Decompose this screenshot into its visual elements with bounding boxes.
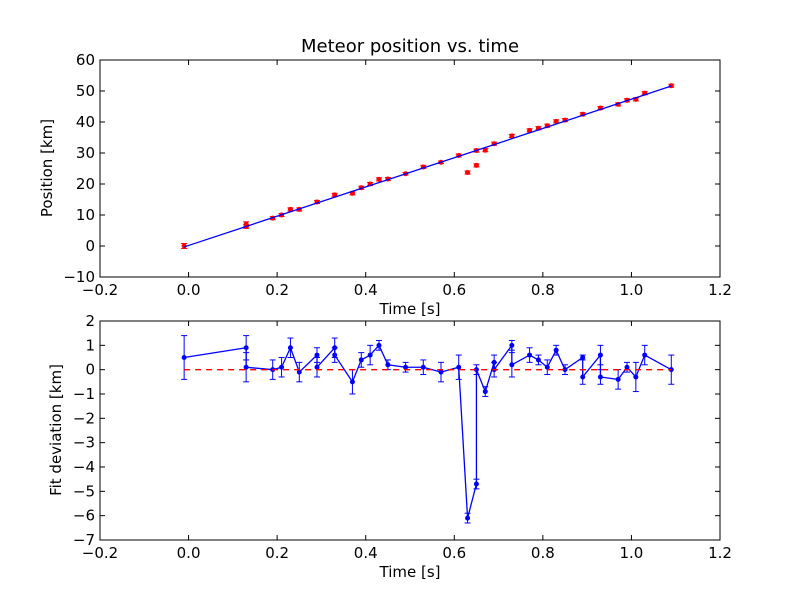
fit-deviation-chart-data-point: [473, 481, 479, 487]
position-chart-data-point: [473, 162, 479, 168]
fit-deviation-chart-data-point: [243, 345, 249, 351]
fit-deviation-chart-data-point: [642, 352, 648, 358]
fit-deviation-chart-data-point: [597, 374, 603, 380]
position-chart-y-axis: −10 0 10 20 30 40 50 60: [63, 51, 720, 286]
position-chart-y-tick-label: 10: [76, 206, 95, 224]
fit-deviation-chart-y-tick-label: 1: [85, 336, 95, 354]
fit-deviation-chart-y-tick-label: −6: [73, 507, 95, 525]
fit-deviation-chart-x-tick-label: 1.0: [619, 544, 643, 562]
fit-deviation-chart-y-tick-label: −7: [73, 531, 95, 549]
position-chart-fit-line: [183, 85, 672, 248]
fit-deviation-chart-data-point: [527, 352, 533, 358]
position-chart: Meteor position vs. time −0.2 0.0 0.2 0.4 0.…: [38, 36, 732, 318]
fit-deviation-chart-data-point: [482, 389, 488, 395]
fit-deviation-chart-y-tick-label: −5: [73, 482, 95, 500]
fit-deviation-chart-data-point: [376, 342, 382, 348]
fit-deviation-chart-data-point: [314, 352, 320, 358]
fit-deviation-chart-x-tick-label: −0.2: [82, 544, 118, 562]
fit-deviation-chart-data-point: [367, 352, 373, 358]
fit-deviation-chart-x-axis: −0.2 0.0 0.2 0.4 0.6 0.8 1.0 1.2: [82, 321, 732, 562]
position-chart-y-tick-label: 0: [85, 237, 95, 255]
fit-deviation-chart-data-point: [332, 352, 338, 358]
fit-deviation-chart-data-point: [349, 379, 355, 385]
fit-deviation-chart-data-point: [287, 345, 293, 351]
fit-deviation-chart-data-point: [553, 347, 559, 353]
position-chart-y-tick-label: 50: [76, 82, 95, 100]
position-chart-title: Meteor position vs. time: [301, 36, 519, 57]
fit-deviation-chart-x-axis-label: Time [s]: [379, 563, 441, 581]
fit-deviation-chart-x-tick-label: 1.2: [708, 544, 732, 562]
position-chart-y-tick-label: 40: [76, 113, 95, 131]
position-chart-x-tick-label: 0.0: [177, 281, 201, 299]
fit-deviation-chart-data-point: [456, 364, 462, 370]
fit-deviation-chart-data-point: [580, 374, 586, 380]
fit-deviation-chart-data-point: [624, 364, 630, 370]
fit-deviation-chart-y-tick-label: −1: [73, 385, 95, 403]
fit-deviation-chart-data-point: [615, 376, 621, 382]
fit-deviation-chart-data-point: [243, 364, 249, 370]
fit-deviation-chart-data-point: [597, 352, 603, 358]
fit-deviation-chart-data-point: [314, 364, 320, 370]
fit-deviation-chart-data-point: [509, 362, 515, 368]
fit-deviation-chart-data-point: [279, 364, 285, 370]
position-chart-y-tick-label: 60: [76, 51, 95, 69]
fit-deviation-chart-frame: [99, 320, 721, 541]
position-chart-y-tick-label: 20: [76, 175, 95, 193]
fit-deviation-chart-data-point: [420, 364, 426, 370]
fit-deviation-chart-data-point: [385, 362, 391, 368]
position-chart-x-tick-label: 0.8: [531, 281, 555, 299]
position-chart-x-tick-label: −0.2: [82, 281, 118, 299]
fit-deviation-chart-data-point: [580, 355, 586, 360]
position-chart-data-point: [509, 133, 515, 139]
fit-deviation-chart-y-tick-label: 0: [85, 361, 95, 379]
position-chart-x-tick-label: 1.0: [619, 281, 643, 299]
position-chart-x-axis-label: Time [s]: [379, 300, 441, 318]
position-chart-data-point: [553, 118, 559, 124]
fit-deviation-chart-y-tick-label: −2: [73, 409, 95, 427]
position-chart-y-axis-label: Position [km]: [38, 119, 56, 217]
position-chart-x-tick-label: 0.2: [265, 281, 289, 299]
position-chart-x-axis: −0.2 0.0 0.2 0.4 0.6 0.8 1.0 1.2: [82, 60, 732, 299]
fit-deviation-chart-data-point: [509, 342, 515, 348]
fit-deviation-chart-data-point: [403, 364, 409, 370]
fit-deviation-chart-y-axis-label: Fit deviation [km]: [47, 364, 65, 496]
fit-deviation-chart-x-tick-label: 0.6: [442, 544, 466, 562]
position-chart-x-tick-label: 1.2: [708, 281, 732, 299]
fit-deviation-chart-data-point: [438, 369, 444, 375]
fit-deviation-chart-y-axis: −7 −6 −5 −4 −3 −2 −1 0 1 2: [73, 312, 720, 549]
fit-deviation-chart-x-tick-label: 0.0: [177, 544, 201, 562]
fit-deviation-chart: −0.2 0.0 0.2 0.4 0.6 0.8 1.0 1.2 −7 −6 −5 −4 −3 −2 −1…: [47, 312, 732, 581]
position-chart-x-tick-label: 0.4: [354, 281, 378, 299]
fit-deviation-chart-x-tick-label: 0.8: [531, 544, 555, 562]
fit-deviation-chart-y-tick-label: −4: [73, 458, 95, 476]
position-chart-marks: [181, 83, 675, 249]
fit-deviation-chart-x-tick-label: 0.4: [354, 544, 378, 562]
position-chart-y-tick-label: −10: [63, 268, 95, 286]
position-chart-y-tick-label: 30: [76, 144, 95, 162]
fit-deviation-chart-data-point: [535, 357, 541, 363]
position-chart-data-point: [465, 170, 471, 176]
position-chart-data-point: [376, 176, 382, 182]
fit-deviation-chart-data-point: [296, 369, 302, 375]
fit-deviation-chart-marks: [181, 335, 675, 524]
fit-deviation-chart-data-point: [465, 515, 471, 521]
fit-deviation-chart-data-point: [633, 374, 639, 380]
fit-deviation-chart-data-point: [181, 355, 187, 360]
fit-deviation-chart-y-tick-label: 2: [85, 312, 95, 330]
position-chart-x-tick-label: 0.6: [442, 281, 466, 299]
fit-deviation-chart-data-point: [358, 357, 364, 363]
fit-deviation-chart-y-tick-label: −3: [73, 434, 95, 452]
fit-deviation-chart-data-point: [544, 364, 550, 370]
fit-deviation-chart-x-tick-label: 0.2: [265, 544, 289, 562]
position-chart-data-point: [482, 147, 488, 153]
